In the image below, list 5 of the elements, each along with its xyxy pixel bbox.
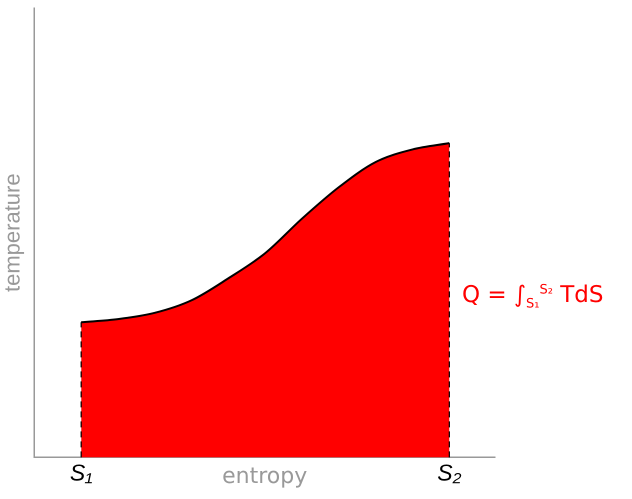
x-tick-label: S₂ [437, 460, 462, 486]
x-tick-label: S₁ [70, 460, 92, 486]
y-axis-title: temperature [0, 173, 24, 292]
x-axis-title: entropy [222, 464, 308, 490]
annotation: Q = ∫$_{S₁}$$^{S₂}$ TdS [462, 282, 604, 312]
